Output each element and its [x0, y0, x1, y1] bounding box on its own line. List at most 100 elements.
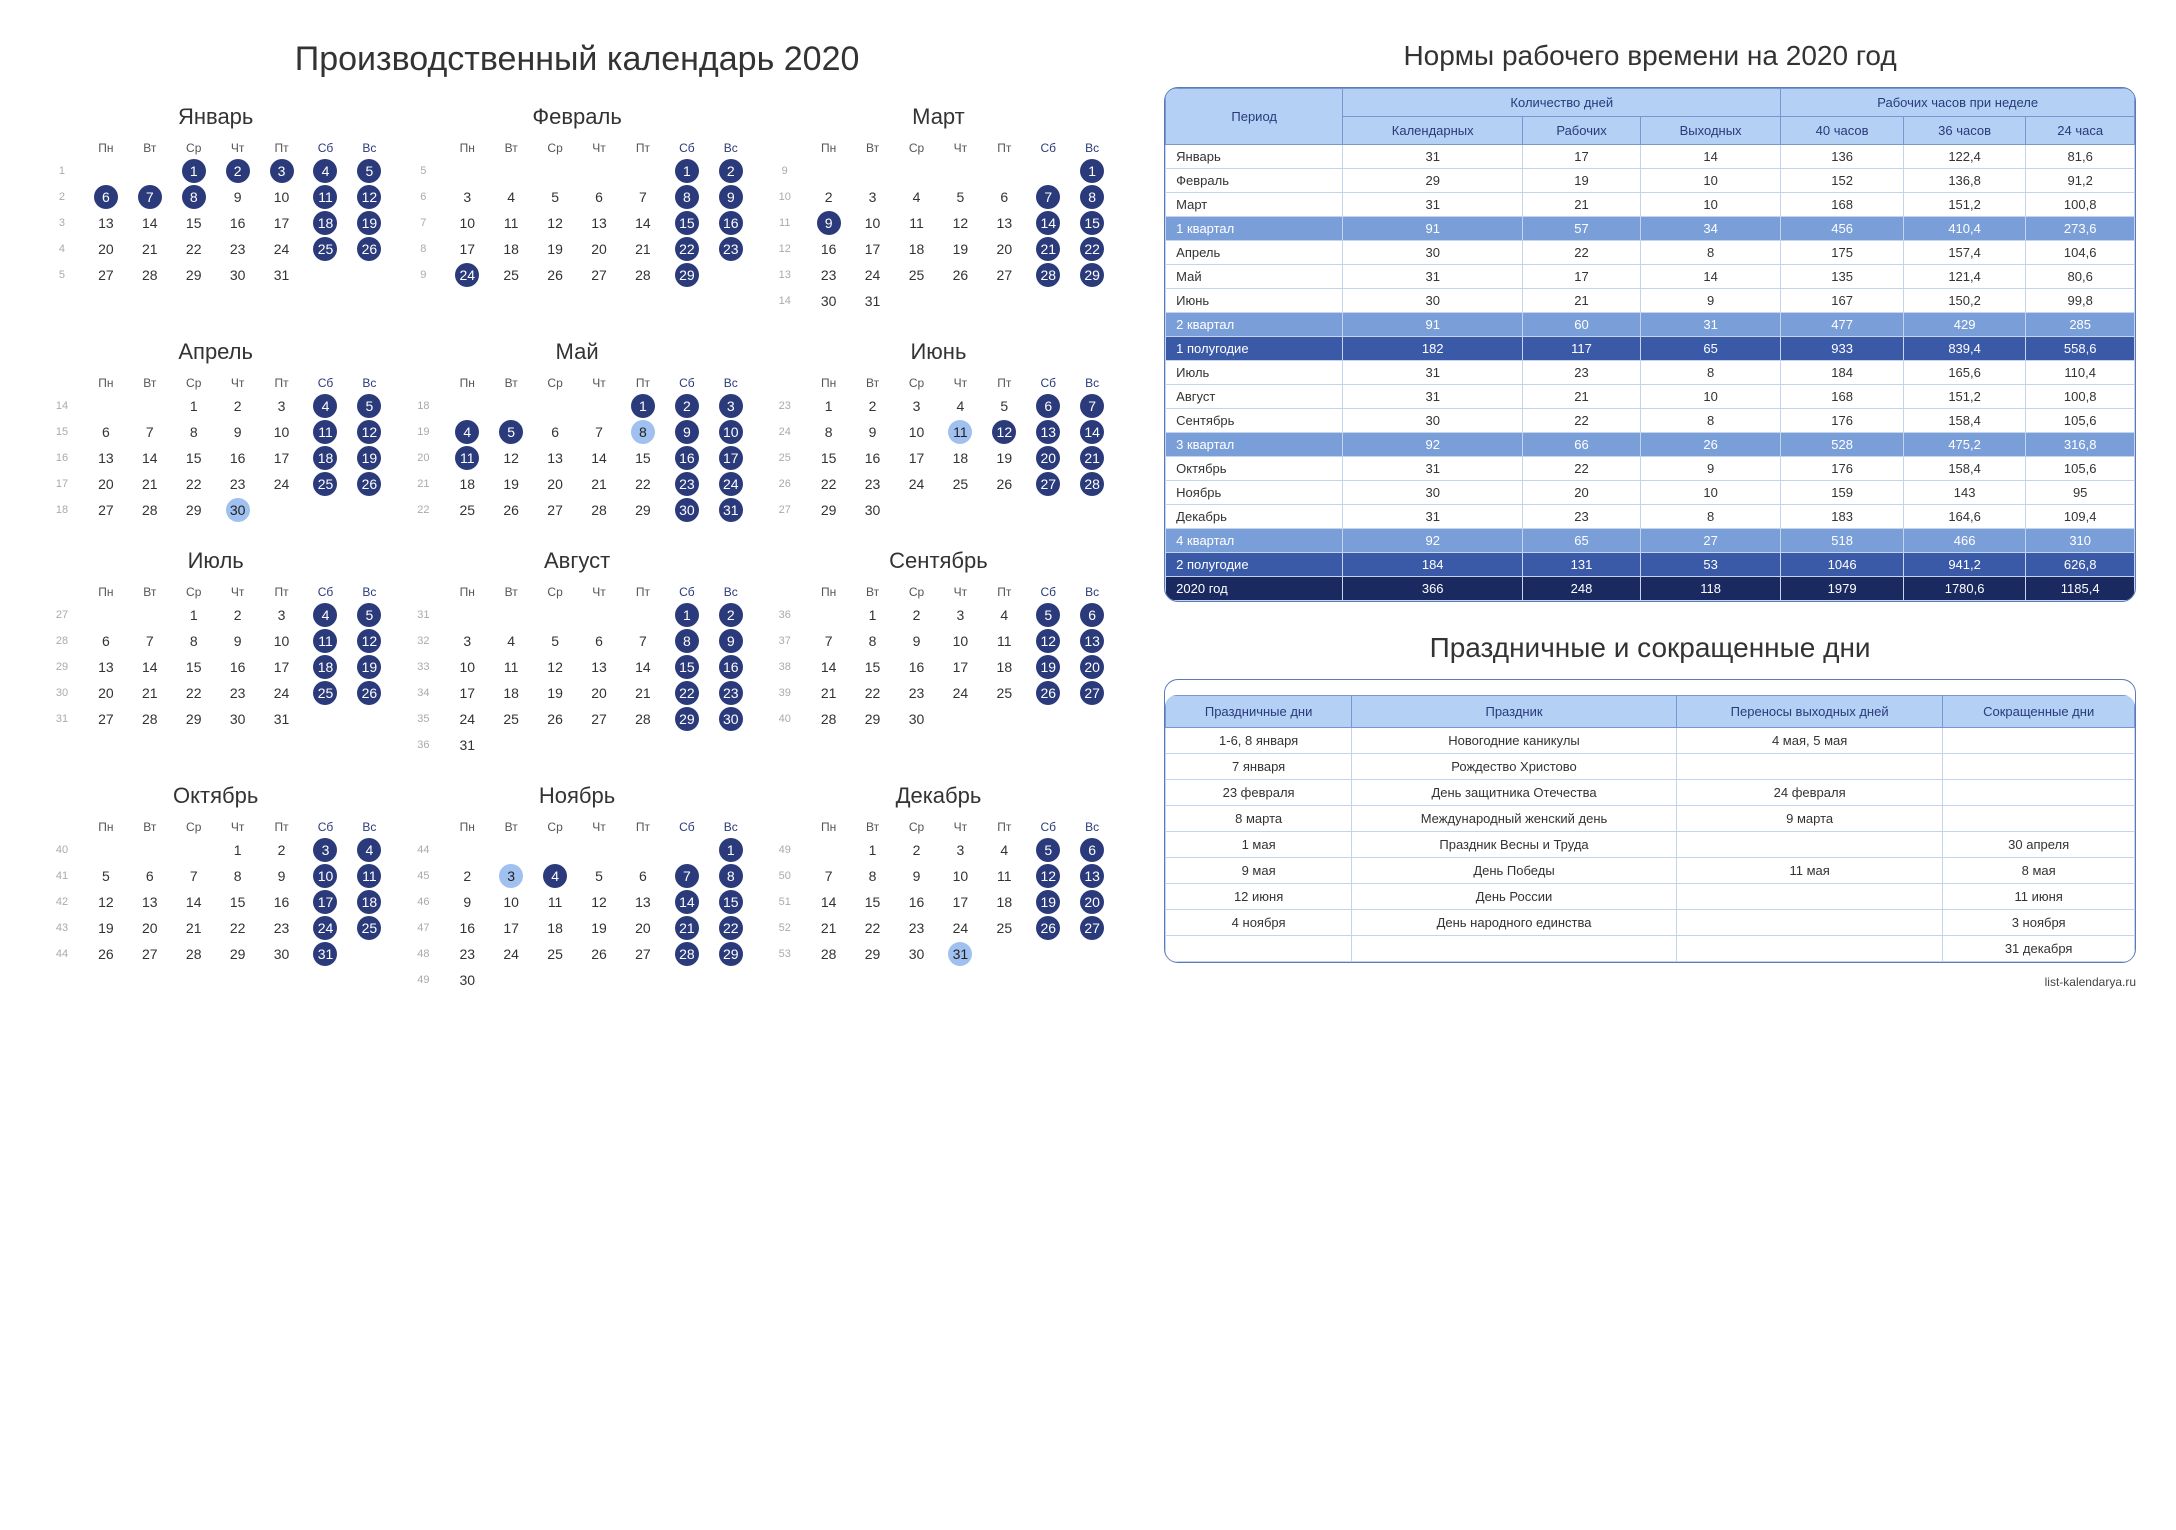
week-number: 9 [401, 262, 445, 288]
footer: list-kalendarya.ru [1164, 975, 2136, 989]
hol-cell [1943, 806, 2135, 832]
day: 26 [992, 472, 1016, 496]
week-number: 34 [401, 680, 445, 706]
day-cell [489, 602, 533, 628]
day-cell: 15 [709, 889, 753, 915]
norms-cell: 21 [1523, 385, 1641, 409]
week-number: 18 [40, 497, 84, 523]
day-cell: 6 [128, 863, 172, 889]
day: 1 [861, 603, 885, 627]
weekday-label: Вс [1070, 817, 1114, 837]
norms-cell: 100,8 [2026, 385, 2135, 409]
day-cell: 4 [347, 837, 391, 863]
day-cell: 19 [938, 236, 982, 262]
weekday-label: Пт [982, 373, 1026, 393]
day: 14 [675, 890, 699, 914]
day-cell: 16 [665, 445, 709, 471]
month: СентябрьПнВтСрЧтПтСбВс361234563778910111… [763, 548, 1114, 758]
day: 18 [455, 472, 479, 496]
weekday-label: Чт [216, 138, 260, 158]
week-number: 16 [40, 445, 84, 471]
day-cell: 26 [533, 706, 577, 732]
norms-cell: 34 [1640, 217, 1780, 241]
day: 25 [904, 263, 928, 287]
week-number: 11 [763, 210, 807, 236]
hol-cell: 1-6, 8 января [1166, 728, 1352, 754]
day: 16 [226, 211, 250, 235]
norms-cell: 10 [1640, 193, 1780, 217]
day: 21 [1080, 446, 1104, 470]
day: 27 [1080, 916, 1104, 940]
day: 15 [1080, 211, 1104, 235]
day-cell: 4 [982, 837, 1026, 863]
day-cell: 8 [851, 628, 895, 654]
day: 10 [904, 420, 928, 444]
day-cell: 12 [84, 889, 128, 915]
day: 22 [182, 472, 206, 496]
day-cell: 2 [445, 863, 489, 889]
day-cell: 12 [347, 628, 391, 654]
week-number: 48 [401, 941, 445, 967]
day: 23 [904, 681, 928, 705]
weekday-label: Вс [347, 817, 391, 837]
norms-cell: 518 [1781, 529, 1904, 553]
day-cell: 25 [304, 471, 348, 497]
day: 11 [543, 890, 567, 914]
norms-row: 4 квартал926527518466310 [1166, 529, 2135, 553]
day: 2 [226, 394, 250, 418]
hol-cell [1676, 754, 1942, 780]
week-number: 40 [763, 706, 807, 732]
norms-cell: 30 [1343, 409, 1523, 433]
hol-row: 4 ноябряДень народного единства3 ноября [1166, 910, 2135, 936]
day-cell: 29 [665, 706, 709, 732]
day: 22 [817, 472, 841, 496]
week-number: 31 [40, 706, 84, 732]
hol-cell: 9 мая [1166, 858, 1352, 884]
day-cell: 26 [1026, 915, 1070, 941]
month-table: ПнВтСрЧтПтСбВс14123451567891011121613141… [40, 373, 391, 523]
week-number: 4 [40, 236, 84, 262]
hol-cell [1676, 936, 1942, 962]
day-cell: 7 [665, 863, 709, 889]
day: 2 [861, 394, 885, 418]
day-cell: 18 [304, 654, 348, 680]
day: 27 [631, 942, 655, 966]
hol-cell [1943, 728, 2135, 754]
day: 7 [138, 629, 162, 653]
day-cell: 7 [1026, 184, 1070, 210]
day-cell [1026, 497, 1070, 523]
weekday-label: Чт [938, 817, 982, 837]
week-number: 25 [763, 445, 807, 471]
norms-cell: Март [1166, 193, 1343, 217]
day-cell: 30 [445, 967, 489, 993]
day-cell: 5 [577, 863, 621, 889]
day-cell [172, 837, 216, 863]
day: 4 [313, 159, 337, 183]
day-cell: 23 [895, 680, 939, 706]
day-cell: 8 [1070, 184, 1114, 210]
day: 2 [455, 864, 479, 888]
day: 1 [861, 838, 885, 862]
day: 23 [226, 472, 250, 496]
day-cell: 20 [128, 915, 172, 941]
day-cell: 3 [260, 393, 304, 419]
day: 15 [182, 655, 206, 679]
day: 12 [992, 420, 1016, 444]
day-cell: 13 [577, 654, 621, 680]
weekday-label: Ср [172, 817, 216, 837]
day: 25 [455, 498, 479, 522]
day-cell [1026, 158, 1070, 184]
day-cell: 11 [982, 628, 1026, 654]
week-number: 49 [401, 967, 445, 993]
norms-cell: Октябрь [1166, 457, 1343, 481]
day-cell: 12 [347, 184, 391, 210]
norms-cell: 159 [1781, 481, 1904, 505]
day: 21 [138, 681, 162, 705]
norms-cell: Май [1166, 265, 1343, 289]
weekday-label: Сб [665, 138, 709, 158]
day-cell [709, 262, 753, 288]
day: 31 [455, 733, 479, 757]
day: 7 [1036, 185, 1060, 209]
day-cell: 10 [851, 210, 895, 236]
day: 14 [1036, 211, 1060, 235]
